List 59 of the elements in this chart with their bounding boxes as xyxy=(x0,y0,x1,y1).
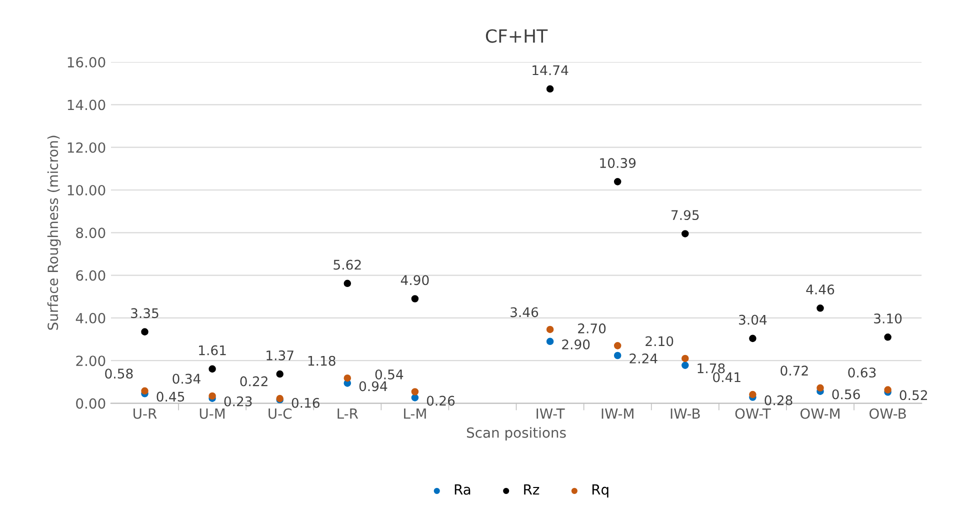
data-label: 4.46 xyxy=(806,284,834,294)
legend-label: Rq xyxy=(592,484,608,498)
x-tick-label: U-R xyxy=(134,408,157,419)
data-label: 0.45 xyxy=(156,392,184,402)
legend-label: Ra xyxy=(454,484,470,495)
x-tick-label: U-C xyxy=(268,408,292,419)
y-tick-label: 4.00 xyxy=(76,312,106,324)
data-label: 2.70 xyxy=(578,323,606,334)
y-tick-label: 2.00 xyxy=(76,356,106,366)
data-label: 0.16 xyxy=(292,398,320,408)
data-label: 4.90 xyxy=(400,275,429,286)
data-label: 2.24 xyxy=(630,354,658,364)
data-label: 3.35 xyxy=(131,308,158,318)
data-label: 0.41 xyxy=(713,372,740,382)
y-tick-label: 12.00 xyxy=(68,142,106,153)
data-label: 1.37 xyxy=(266,350,294,360)
y-tick-label: 10.00 xyxy=(68,184,106,196)
y-tick-label: 16.00 xyxy=(68,57,106,68)
data-label: 14.74 xyxy=(532,65,568,76)
data-label: 0.28 xyxy=(764,395,792,406)
data-label: 0.58 xyxy=(105,368,133,379)
x-tick-label: L-M xyxy=(404,408,426,419)
y-tick-label: 0.00 xyxy=(76,398,106,409)
chart-title: CF+HT xyxy=(486,29,548,43)
data-label: 5.62 xyxy=(334,260,361,270)
x-tick-label: IW-T xyxy=(536,408,565,419)
y-tick-label: 14.00 xyxy=(68,100,106,110)
x-tick-label: IW-B xyxy=(670,408,700,419)
data-label: 7.95 xyxy=(672,210,699,220)
data-label: 0.23 xyxy=(224,396,252,406)
data-label: 0.94 xyxy=(359,381,388,392)
data-label: 3.10 xyxy=(874,314,902,324)
data-label: 0.63 xyxy=(848,368,876,378)
x-tick-label: OW-M xyxy=(800,408,840,419)
legend-label: Rz xyxy=(524,484,540,495)
x-axis-title: Scan positions xyxy=(466,427,566,441)
x-tick-label: OW-B xyxy=(870,408,906,419)
x-tick-label: OW-T xyxy=(735,408,771,419)
y-tick-label: 8.00 xyxy=(76,228,106,238)
data-label: 1.78 xyxy=(698,363,725,374)
data-label: 0.52 xyxy=(900,390,927,400)
data-label: 3.46 xyxy=(510,307,538,318)
y-tick-label: 6.00 xyxy=(76,270,106,281)
data-label: 0.72 xyxy=(780,366,808,376)
x-tick-label: IW-M xyxy=(602,408,634,419)
x-tick-label: L-R xyxy=(338,408,358,419)
y-axis-title: Surface Roughness (micron) xyxy=(47,136,61,330)
x-tick-label: U-M xyxy=(200,408,225,419)
data-label: 3.04 xyxy=(739,314,767,325)
data-label: 0.54 xyxy=(375,369,404,380)
data-label: 10.39 xyxy=(600,158,636,168)
data-label: 0.22 xyxy=(240,376,268,386)
data-label: 1.61 xyxy=(199,345,226,356)
data-label: 2.10 xyxy=(646,336,674,346)
data-label: 0.34 xyxy=(172,374,200,384)
data-label: 1.18 xyxy=(308,356,336,366)
data-label: 2.90 xyxy=(562,339,590,350)
data-label: 0.56 xyxy=(832,389,860,400)
data-label: 0.26 xyxy=(426,396,455,406)
